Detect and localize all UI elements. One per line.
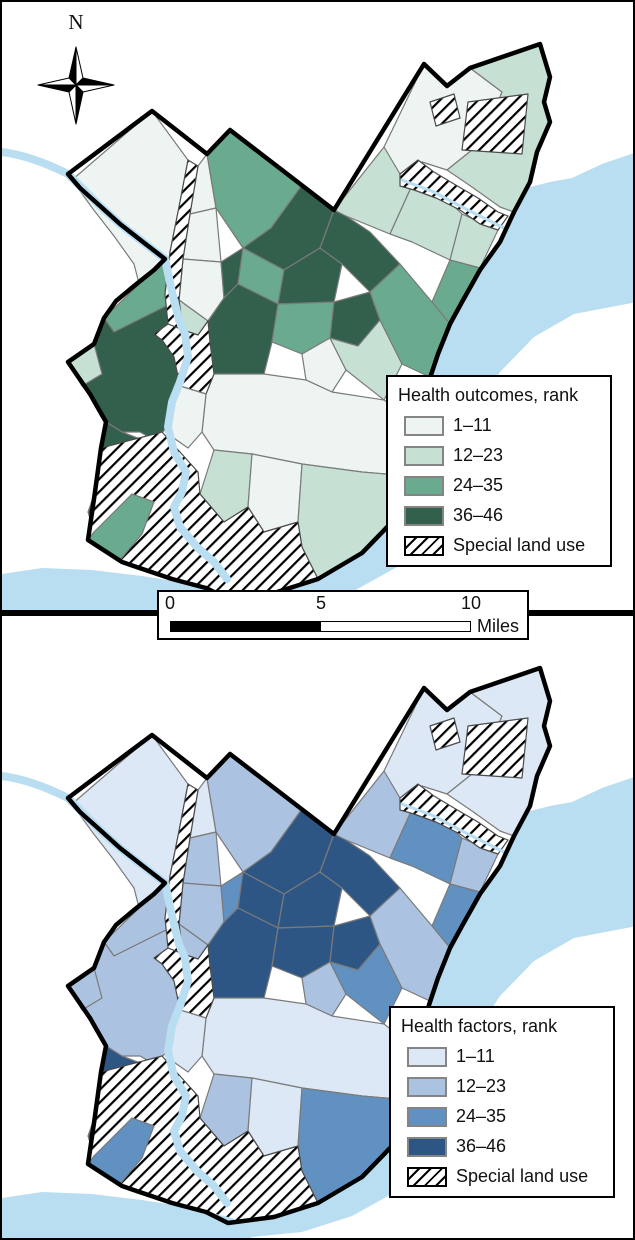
legend-row: 24–35 [407, 1106, 603, 1127]
legend-row: 36–46 [404, 505, 600, 526]
special-land-use-label: Special land use [453, 535, 586, 555]
class-label: 1–11 [456, 1046, 495, 1066]
legend-row: 1–11 [407, 1046, 603, 1067]
legend-row: Special land use [407, 1166, 603, 1187]
class-swatch [404, 415, 444, 436]
legend-row: 1–11 [404, 415, 600, 436]
factors-choropleth-map [2, 665, 633, 1238]
pennypack-creek [400, 178, 514, 234]
special-land-use-label: Special land use [456, 1166, 589, 1186]
class-swatch [407, 1106, 447, 1127]
class-swatch [407, 1046, 447, 1067]
pennypack-park-special-land-use [399, 159, 509, 231]
scale-tick-5: 5 [315, 593, 327, 613]
north-label: N [68, 10, 84, 34]
special-land-use-swatch [404, 535, 444, 556]
class-label: 24–35 [453, 475, 504, 495]
scale-unit-label: Miles [477, 616, 520, 636]
legend-row: 12–23 [407, 1076, 603, 1097]
scale-bar: 0 5 10 Miles [157, 590, 529, 640]
class-label: 36–46 [453, 505, 504, 525]
class-label: 36–46 [456, 1136, 507, 1156]
legend-title: Health outcomes, rank [398, 385, 579, 405]
class-swatch [407, 1136, 447, 1157]
legend-factors: Health factors, rank 1–11 12–23 24–35 36… [389, 1006, 615, 1198]
class-label: 12–23 [456, 1076, 507, 1096]
legend-row: 36–46 [407, 1136, 603, 1157]
city-boundary [65, 41, 553, 602]
legend-row: Special land use [404, 535, 600, 556]
legend-title: Health factors, rank [401, 1016, 558, 1036]
class-label: 12–23 [453, 445, 504, 465]
class-swatch [404, 475, 444, 496]
somerton-parkland-special-land-use [429, 717, 461, 751]
somerton-parkland-special-land-use [429, 93, 461, 127]
class-label: 24–35 [456, 1106, 507, 1126]
class-swatch [407, 1076, 447, 1097]
legend-outcomes: Health outcomes, rank 1–11 12–23 24–35 3… [386, 375, 612, 567]
special-land-use-swatch [407, 1166, 447, 1187]
scale-tick-10: 10 [460, 593, 482, 613]
class-swatch [404, 505, 444, 526]
tinicum-marsh [2, 1192, 252, 1238]
legend-row: 24–35 [404, 475, 600, 496]
legend-row: 12–23 [404, 445, 600, 466]
northern-liberties-district [301, 337, 347, 393]
pennypack-creek [400, 802, 514, 858]
compass-star-icon [37, 46, 115, 125]
pennypack-park-special-land-use [399, 783, 509, 855]
northeast-parkland-special-land-use [461, 717, 529, 779]
map-panel-outcomes: N Health outcomes, rank 1–11 [2, 2, 633, 611]
fairhill-district [277, 247, 343, 305]
fairhill-district [277, 871, 343, 929]
northern-liberties-district [301, 961, 347, 1017]
class-swatch [404, 445, 444, 466]
class-label: 1–11 [453, 415, 492, 435]
city-boundary [65, 665, 553, 1226]
schuylkill-river [161, 879, 231, 1207]
scale-tick-0: 0 [164, 593, 176, 613]
schuylkill-river [161, 255, 231, 583]
scale-bar-filled-half [171, 622, 321, 631]
scale-bar-rule [170, 621, 471, 632]
north-arrow: N [30, 10, 122, 130]
map-panel-factors: Health factors, rank 1–11 12–23 24–35 36… [2, 616, 633, 1238]
northeast-parkland-special-land-use [461, 93, 529, 155]
